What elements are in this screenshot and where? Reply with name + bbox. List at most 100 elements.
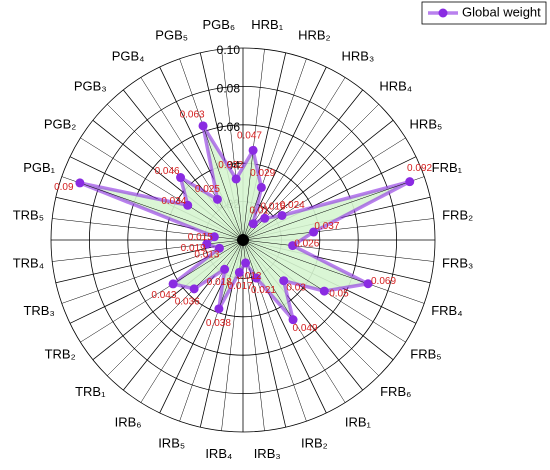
category-label: IRB₃ [254, 446, 281, 461]
point [363, 279, 373, 289]
point [234, 267, 244, 277]
value-label: 0.03 [286, 283, 306, 294]
point [183, 200, 193, 210]
value-label: 0.016 [260, 201, 285, 212]
axis-ray [107, 104, 244, 241]
axis-ray [179, 239, 244, 422]
axis-ray [242, 176, 425, 241]
value-label: 0.092 [407, 163, 432, 174]
point [248, 219, 258, 229]
category-label: IRB₆ [115, 414, 142, 429]
point [176, 173, 186, 183]
axis-ray [80, 239, 244, 343]
category-label: TRB₅ [13, 207, 44, 222]
category-label: HRB₃ [342, 49, 375, 64]
category-label: PGB₆ [202, 17, 235, 32]
point [214, 304, 224, 314]
point [168, 279, 178, 289]
category-label: IRB₂ [301, 435, 328, 450]
axis-ray [242, 218, 434, 241]
value-label: 0.018 [207, 277, 232, 288]
category-label: TRB₂ [45, 346, 76, 361]
axis-ray [61, 239, 244, 304]
r-tick-label: 0.10 [217, 43, 241, 57]
category-label: PGB₁ [23, 160, 55, 175]
value-label: 0.036 [175, 296, 200, 307]
point [288, 241, 298, 251]
center [237, 234, 249, 246]
axis-ray [80, 137, 244, 241]
axis-ray [242, 77, 346, 241]
point [202, 239, 212, 249]
value-label: 0.012 [236, 271, 261, 282]
category-label: PGB₂ [44, 117, 77, 132]
category-label: HRB₁ [251, 17, 283, 32]
legend-label: Global weight [462, 4, 541, 19]
point [319, 286, 329, 296]
category-label: IRB₄ [205, 446, 232, 461]
axis-ray [140, 77, 244, 241]
value-label: 0.026 [294, 239, 319, 250]
value-label: 0.05 [329, 288, 349, 299]
point [214, 243, 224, 253]
point [251, 273, 261, 283]
axis-ray [242, 239, 425, 304]
point [405, 177, 415, 187]
legend-marker [438, 8, 448, 18]
axis-ray [242, 137, 406, 241]
value-label: 0.021 [251, 285, 276, 296]
value-label: 0.046 [155, 166, 180, 177]
point [260, 213, 270, 223]
axis-ray [179, 58, 244, 241]
point [288, 315, 298, 325]
category-label: FRB₃ [442, 256, 473, 271]
point [212, 194, 222, 204]
point [220, 264, 230, 274]
r-tick-label: 0.08 [217, 82, 241, 96]
category-label: PGB₅ [155, 28, 188, 43]
axis-ray [61, 176, 244, 241]
axis-ray [242, 239, 379, 376]
category-label: HRB₄ [379, 79, 412, 94]
category-label: IRB₅ [158, 435, 185, 450]
axis-ray [242, 49, 265, 241]
point [309, 227, 319, 237]
category-label: FRB₄ [431, 303, 462, 318]
value-label: 0.047 [237, 131, 262, 142]
category-label: PGB₃ [74, 79, 107, 94]
value-label: 0.029 [250, 168, 275, 179]
category-label: TRB₄ [13, 256, 44, 271]
axis-ray [242, 58, 307, 241]
point [209, 232, 219, 242]
value-label: 0.032 [218, 160, 243, 171]
value-label: 0.043 [151, 290, 176, 301]
value-label: 0.024 [280, 200, 305, 211]
axis-ray [242, 239, 265, 431]
point [279, 276, 289, 286]
value-label: 0.063 [180, 110, 205, 121]
point [198, 121, 208, 131]
value-label: 0.038 [206, 318, 231, 329]
value-label: 0.025 [195, 184, 220, 195]
point [277, 210, 287, 220]
category-label: HRB₅ [410, 117, 443, 132]
category-label: TRB₁ [75, 384, 106, 399]
r-tick-label: 0.06 [217, 120, 241, 134]
value-label: 0.01 [250, 206, 270, 217]
point [241, 258, 251, 268]
category-label: PGB₄ [112, 49, 145, 64]
category-label: FRB₆ [380, 384, 411, 399]
value-label: 0.09 [54, 182, 74, 193]
axis-ray [107, 239, 244, 376]
value-label: 0.037 [314, 221, 339, 232]
axis-ray [242, 239, 434, 262]
value-label: 0.034 [161, 196, 186, 207]
point [75, 178, 85, 188]
axis-ray [242, 239, 307, 422]
category-label: FRB₅ [410, 346, 441, 361]
axis-ray [221, 49, 244, 241]
category-label: HRB₂ [298, 28, 331, 43]
value-label: 0.049 [292, 323, 317, 334]
value-label: 0.015 [188, 232, 213, 243]
